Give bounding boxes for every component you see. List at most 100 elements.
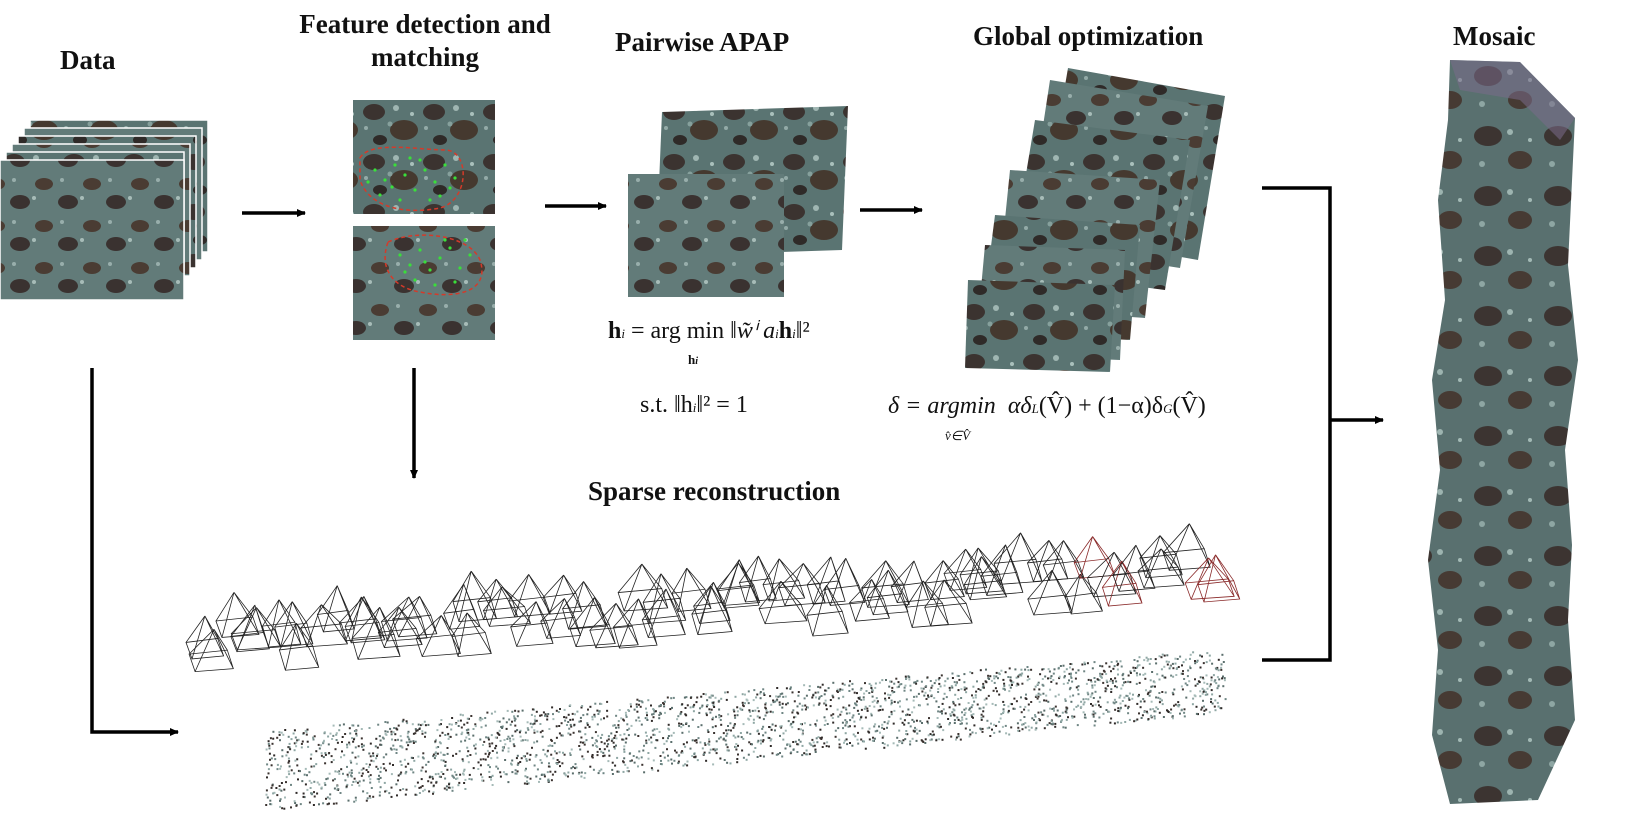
cloud-point	[819, 728, 822, 731]
cloud-point	[838, 689, 841, 692]
camera-frustum	[344, 596, 386, 644]
cloud-point	[666, 696, 669, 699]
cloud-point	[837, 727, 840, 730]
cloud-point	[667, 727, 670, 730]
cloud-point	[951, 672, 954, 675]
cloud-point	[626, 723, 629, 726]
cloud-point	[1217, 669, 1220, 672]
cloud-point	[358, 784, 361, 787]
cloud-point	[847, 725, 850, 728]
cloud-point	[270, 786, 273, 789]
cloud-point	[591, 718, 594, 721]
cloud-point	[961, 711, 963, 714]
camera-frustum	[963, 556, 1008, 601]
cloud-point	[287, 757, 290, 760]
cloud-point	[937, 710, 940, 713]
cloud-point	[1057, 693, 1060, 696]
cloud-point	[759, 754, 762, 757]
cloud-point	[637, 757, 640, 760]
cloud-point	[480, 726, 483, 729]
cloud-point	[1113, 665, 1116, 668]
cloud-point	[369, 781, 372, 784]
cloud-point	[762, 692, 765, 695]
cloud-point	[663, 700, 666, 703]
cloud-point	[507, 735, 510, 738]
cloud-point	[615, 744, 617, 747]
cloud-point	[531, 746, 533, 749]
cloud-point	[524, 731, 527, 734]
cloud-point	[972, 685, 975, 688]
cloud-point	[955, 738, 957, 741]
cloud-point	[1041, 713, 1044, 716]
cloud-point	[748, 741, 751, 744]
cloud-point	[851, 688, 854, 691]
cloud-point	[1077, 693, 1080, 696]
cloud-point	[812, 694, 815, 697]
cloud-point	[652, 733, 655, 736]
cloud-point	[488, 776, 491, 778]
cloud-point	[578, 745, 581, 747]
cloud-point	[467, 728, 470, 731]
cloud-point	[807, 706, 809, 709]
cloud-point	[563, 708, 566, 711]
cloud-point	[1094, 720, 1097, 723]
cloud-point	[368, 752, 371, 755]
cloud-point	[931, 730, 934, 733]
cloud-point	[1186, 684, 1189, 687]
cloud-point	[803, 752, 806, 755]
cloud-point	[412, 740, 415, 743]
cloud-point	[887, 693, 890, 696]
cloud-point	[1126, 695, 1129, 697]
cloud-point	[326, 803, 329, 806]
cloud-point	[1124, 721, 1127, 723]
cloud-point	[370, 759, 373, 762]
cloud-point	[1042, 713, 1045, 716]
cloud-point	[1114, 708, 1117, 711]
cloud-point	[923, 694, 926, 697]
cloud-point	[1062, 664, 1065, 667]
cloud-point	[752, 750, 755, 753]
cloud-point	[1129, 672, 1132, 674]
cloud-point	[757, 739, 760, 742]
cloud-point	[1058, 677, 1061, 680]
cloud-point	[890, 703, 893, 706]
cloud-point	[906, 713, 909, 716]
cloud-point	[377, 778, 380, 781]
cloud-point	[568, 727, 571, 730]
cloud-point	[1050, 720, 1053, 723]
cloud-point	[325, 778, 328, 781]
cloud-point	[516, 715, 519, 718]
cloud-point	[610, 732, 613, 735]
cloud-point	[938, 738, 941, 741]
cloud-point	[969, 733, 972, 736]
cloud-point	[676, 718, 679, 721]
cloud-point	[753, 689, 756, 692]
cloud-point	[496, 756, 499, 759]
cloud-point	[972, 713, 975, 716]
cloud-point	[820, 738, 823, 740]
cloud-point	[301, 780, 304, 783]
cloud-point	[425, 763, 428, 766]
cloud-point	[1051, 708, 1054, 710]
cloud-point	[395, 783, 398, 786]
cloud-point	[357, 745, 360, 748]
cloud-point	[303, 796, 306, 799]
cloud-point	[1048, 670, 1051, 673]
cloud-point	[544, 713, 547, 716]
cloud-point	[603, 717, 605, 720]
cloud-point	[454, 771, 456, 774]
cloud-point	[279, 739, 281, 742]
cloud-point	[871, 695, 874, 698]
cloud-point	[727, 729, 730, 732]
cloud-point	[1117, 673, 1119, 676]
cloud-point	[1202, 699, 1204, 702]
cloud-point	[905, 698, 908, 701]
cloud-point	[856, 700, 858, 703]
cloud-point	[332, 759, 335, 761]
cloud-point	[726, 732, 729, 735]
cloud-point	[865, 690, 868, 692]
camera-frustum	[482, 586, 532, 627]
cloud-point	[362, 779, 365, 782]
cloud-point	[805, 694, 808, 697]
cloud-point	[355, 732, 358, 735]
